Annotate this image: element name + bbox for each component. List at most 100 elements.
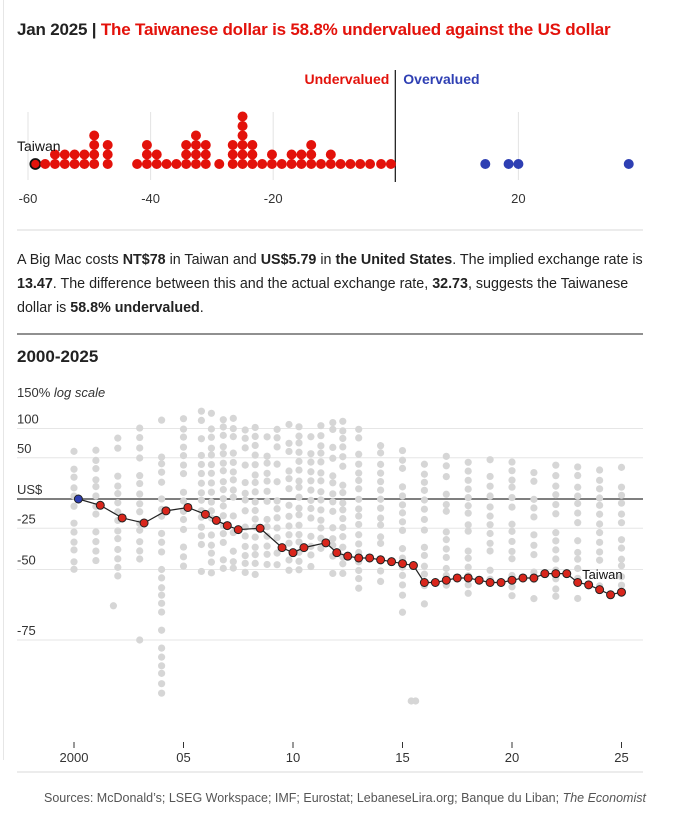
title-separator: |	[91, 20, 97, 39]
background-country-dot	[307, 532, 315, 540]
background-country-dot	[263, 459, 271, 467]
background-country-dot	[251, 478, 259, 487]
background-country-dot	[263, 469, 271, 477]
background-country-dot	[158, 669, 166, 677]
background-country-dot	[219, 459, 227, 467]
background-country-dot	[219, 467, 227, 475]
background-country-dot	[229, 476, 237, 484]
background-country-dot	[398, 571, 407, 580]
country-dot	[40, 159, 51, 169]
background-country-dot	[241, 559, 249, 567]
background-country-dot	[574, 537, 582, 545]
background-country-dot	[263, 487, 271, 495]
background-country-dot	[552, 555, 560, 563]
background-country-dot	[197, 540, 205, 549]
background-country-dot	[263, 542, 271, 550]
background-country-dot	[398, 464, 407, 472]
series-point-taiwan	[496, 578, 506, 588]
series-point-taiwan	[117, 513, 127, 523]
background-country-dot	[486, 492, 494, 500]
background-country-dot	[596, 548, 604, 556]
background-country-dot	[377, 557, 385, 565]
country-dot	[325, 159, 336, 169]
background-country-dot	[197, 513, 205, 521]
background-country-dot	[355, 558, 363, 566]
background-country-dot	[596, 501, 604, 509]
background-country-dot	[617, 544, 626, 552]
background-country-dot	[377, 539, 385, 547]
background-country-dot	[197, 469, 205, 478]
background-country-dot	[355, 584, 363, 592]
background-country-dot	[158, 478, 166, 486]
background-country-dot	[486, 547, 494, 555]
series-point-taiwan	[430, 578, 440, 588]
x-tick-label: -60	[19, 191, 38, 206]
country-dot	[59, 149, 70, 160]
background-country-dot	[285, 439, 293, 447]
background-country-dot	[92, 465, 100, 473]
background-country-dot	[229, 547, 237, 555]
background-country-dot	[552, 472, 560, 480]
background-country-dot	[295, 538, 303, 546]
series-point-taiwan	[343, 551, 353, 561]
background-country-dot	[486, 521, 494, 529]
background-country-dot	[317, 534, 325, 542]
series-point-taiwan	[595, 585, 605, 595]
background-country-dot	[158, 599, 166, 607]
background-country-dot	[329, 472, 337, 480]
background-country-dot	[179, 515, 188, 524]
country-dot	[141, 140, 152, 150]
background-country-dot	[158, 626, 166, 634]
background-country-dot	[251, 533, 259, 541]
background-country-dot	[339, 543, 347, 551]
background-country-dot	[339, 489, 347, 497]
background-country-dot	[355, 520, 363, 529]
country-dot	[132, 159, 143, 169]
background-country-dot	[207, 558, 215, 566]
series-point-taiwan	[507, 575, 517, 585]
background-country-dot	[136, 424, 144, 432]
background-country-dot	[420, 515, 428, 524]
background-country-dot	[136, 519, 144, 528]
background-country-dot	[136, 444, 144, 452]
background-country-dot	[285, 522, 293, 530]
background-country-dot	[377, 577, 385, 586]
background-country-dot	[552, 546, 560, 554]
background-country-dot	[329, 541, 337, 549]
background-country-dot	[158, 495, 166, 503]
background-country-dot	[530, 531, 538, 539]
background-country-dot	[552, 500, 560, 509]
background-country-dot	[339, 481, 347, 489]
desc-text-7: .	[199, 300, 204, 316]
background-country-dot	[158, 608, 166, 616]
background-country-dot	[251, 498, 259, 506]
country-dot	[385, 159, 396, 169]
series-point-taiwan	[518, 573, 528, 583]
background-country-dot	[398, 554, 407, 562]
background-country-dot	[219, 530, 227, 538]
background-country-dot	[92, 547, 100, 555]
background-country-dot	[179, 488, 188, 496]
background-country-dot	[355, 575, 363, 583]
background-country-dot	[317, 516, 325, 524]
background-country-dot	[241, 434, 249, 442]
series-point-taiwan	[161, 506, 171, 516]
series-point-taiwan	[573, 578, 583, 588]
background-country-dot	[241, 461, 249, 469]
series-line-taiwan	[78, 498, 622, 596]
country-dot	[247, 149, 258, 160]
background-country-dot	[339, 453, 347, 461]
series-point-taiwan	[452, 573, 462, 583]
background-country-dot	[295, 457, 303, 465]
series-point-taiwan	[387, 557, 397, 567]
background-country-dot	[398, 501, 407, 509]
background-country-dot	[317, 442, 325, 450]
background-country-dot	[508, 503, 516, 511]
background-country-dot	[329, 569, 337, 578]
background-country-dot	[355, 548, 363, 557]
series-point-taiwan	[551, 569, 561, 579]
background-country-dot	[207, 507, 215, 515]
background-country-dot	[508, 547, 516, 556]
country-dot	[237, 149, 248, 160]
background-country-dot	[295, 530, 303, 539]
